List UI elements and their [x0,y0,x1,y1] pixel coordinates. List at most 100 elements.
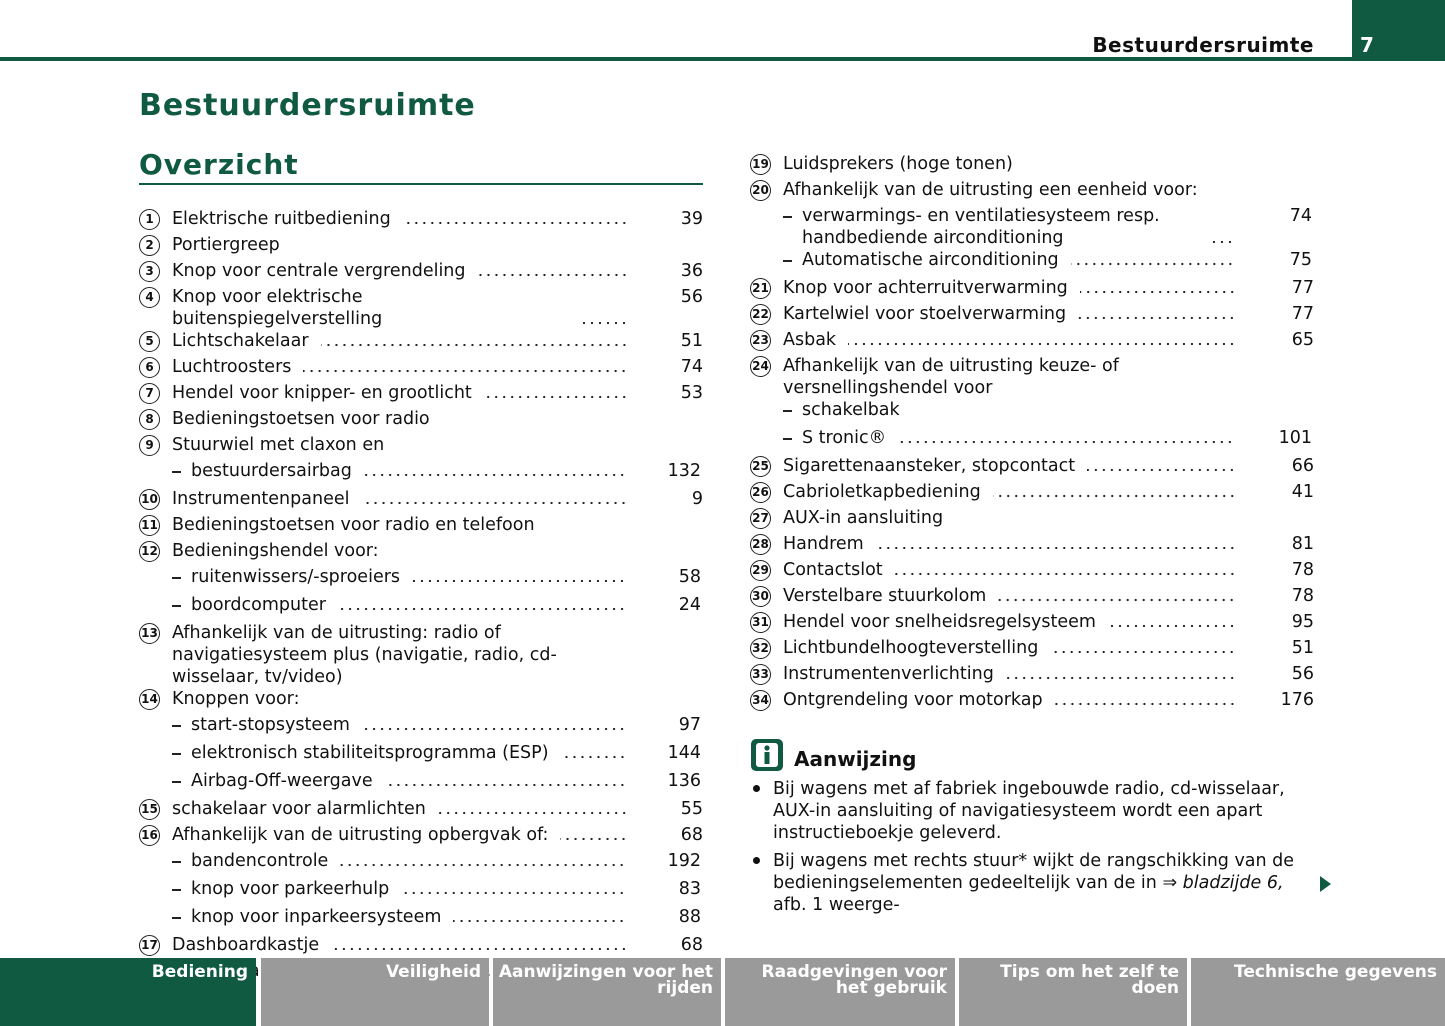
bullet-text: Bij wagens met rechts stuur* wijkt de ra… [773,850,1315,916]
page-ref: 74 [1289,206,1312,226]
sub-entry: boordcomputer 24 [139,594,703,622]
entry-text: schakelbak [802,400,900,420]
dash [783,216,792,218]
entry-text: S tronic® [802,428,887,448]
item-number: 7 [139,383,160,404]
entry: 11 Bedieningstoetsen voor radio en telefo… [139,514,703,540]
leader-dots [580,321,628,325]
item-number: 8 [139,409,160,430]
item-number: 32 [750,638,771,659]
page-ref: 95 [1291,612,1314,632]
leader-dots [320,343,628,347]
page-ref: 24 [678,595,701,615]
item-number: 6 [139,357,160,378]
entry-content: Hendel voor knipper- en grootlicht [172,382,628,404]
entry-content: Luidsprekers (hoge tonen) [783,153,1236,175]
entry-content: Luchtroosters [172,356,628,378]
page-ref: 101 [1278,428,1312,448]
page-ref: 41 [1291,482,1314,502]
page-ref: 144 [667,743,701,763]
entry-text: Afhankelijk van de uitrusting opbergvak … [172,825,549,845]
entry-text: Portiergreep [172,235,280,255]
entry-content: verwarmings- en ventilatiesysteem resp. … [802,205,1234,249]
entry: 23 Asbak 65 [750,329,1314,355]
entry-text: Contactslot [783,560,883,580]
entry: 12 Bedieningshendel voor: [139,540,703,566]
item-number: 21 [750,278,771,299]
entry-text: Bedieningstoetsen voor radio [172,409,430,429]
entry: 20 Afhankelijk van de uitrusting een eenh… [750,179,1314,205]
entry: 26 Cabrioletkapbediening 41 [750,481,1314,507]
entry-text: Sigarettenaansteker, stopcontact [783,456,1076,476]
entry-content: Stuurwiel met claxon en [172,434,628,456]
sub-entry: Automatische airconditioning 75 [750,249,1314,277]
entry-content: Automatische airconditioning [802,249,1234,271]
leader-dots [361,727,626,731]
entry-text: Handrem [783,534,864,554]
entry: 27 AUX-in aansluiting [750,507,1314,533]
sub-entry: knop voor parkeerhulp 83 [139,878,703,906]
dash [783,260,792,262]
entry-text: knop voor parkeerhulp [191,879,390,899]
entry: 22 Kartelwiel voor stoelverwarming 77 [750,303,1314,329]
leader-dots [875,546,1236,550]
entry-text: Lichtschakelaar [172,331,309,351]
leader-dots [992,494,1236,498]
section-rule [139,183,703,185]
header-page-number: 7 [1360,33,1374,57]
leader-dots [560,837,628,841]
leader-dots [848,342,1236,346]
entry-text: ruitenwissers/-sproeiers [191,567,401,587]
page-ref: 132 [667,461,701,481]
item-number: 33 [750,664,771,685]
page-link[interactable]: bladzijde 6, [1182,873,1284,893]
header-section: Bestuurdersruimte [1092,33,1314,57]
dash [172,577,181,579]
header-rule [0,57,1352,61]
page-ref: 51 [1291,638,1314,658]
leader-dots [402,221,628,225]
page-ref: 78 [1291,560,1314,580]
entry: 1 Elektrische ruitbediening 39 [139,208,703,234]
footer-tab[interactable]: Bediening [0,958,256,1026]
footer-tab[interactable]: Raadgevingen voor het gebruik [725,958,955,1026]
note-title: Aanwijzing [794,747,917,771]
entry-text: Elektrische ruitbediening [172,209,391,229]
entry: 31 Hendel voor snelheidsregelsysteem 95 [750,611,1314,637]
entry: 33 Instrumentenverlichting 56 [750,663,1314,689]
sub-entry: bandencontrole 192 [139,850,703,878]
page-ref: 55 [680,799,703,819]
entry: 28 Handrem 81 [750,533,1314,559]
entry-text: Ontgrendeling voor motorkap [783,690,1043,710]
footer-tab[interactable]: Aanwijzingen voor het rijden [493,958,721,1026]
footer-tab[interactable]: Tips om het zelf te doen [959,958,1187,1026]
item-number: 10 [139,489,160,510]
bullet-text: Bij wagens met af fabriek ingebouwde rad… [773,779,1285,843]
entry-text: verwarmings- en ventilatiesysteem resp. … [802,206,1160,248]
page-ref: 77 [1291,278,1314,298]
note: Aanwijzing Bij wagens met af fabriek ing… [750,738,1331,916]
page-ref: 74 [680,357,703,377]
item-number: 25 [750,456,771,477]
entry-text: Hendel voor knipper- en grootlicht [172,383,472,403]
item-number: 16 [139,825,160,846]
entry: 24 Afhankelijk van de uitrusting keuze- o… [750,355,1314,399]
leader-dots [412,579,626,583]
item-number: 4 [139,287,160,308]
entry-content: Asbak [783,329,1236,351]
entry: 17 Dashboardkastje 68 [139,934,703,960]
entry: 9 Stuurwiel met claxon en [139,434,703,460]
page-ref: 78 [1291,586,1314,606]
entry-text: Afhankelijk van de uitrusting: radio of … [172,623,557,687]
footer-tab[interactable]: Veiligheid [261,958,489,1026]
entry-content: Bedieningstoetsen voor radio en telefoon [172,514,628,536]
entry-text: Lichtbundelhoogteverstelling [783,638,1039,658]
sub-entry: schakelbak [750,399,1314,427]
item-number: 1 [139,209,160,230]
entry-content: Knoppen voor: [172,688,628,710]
leader-dots [331,947,628,951]
page-ref: 53 [680,383,703,403]
dash [172,725,181,727]
footer-tab[interactable]: Technische gegevens [1191,958,1445,1026]
